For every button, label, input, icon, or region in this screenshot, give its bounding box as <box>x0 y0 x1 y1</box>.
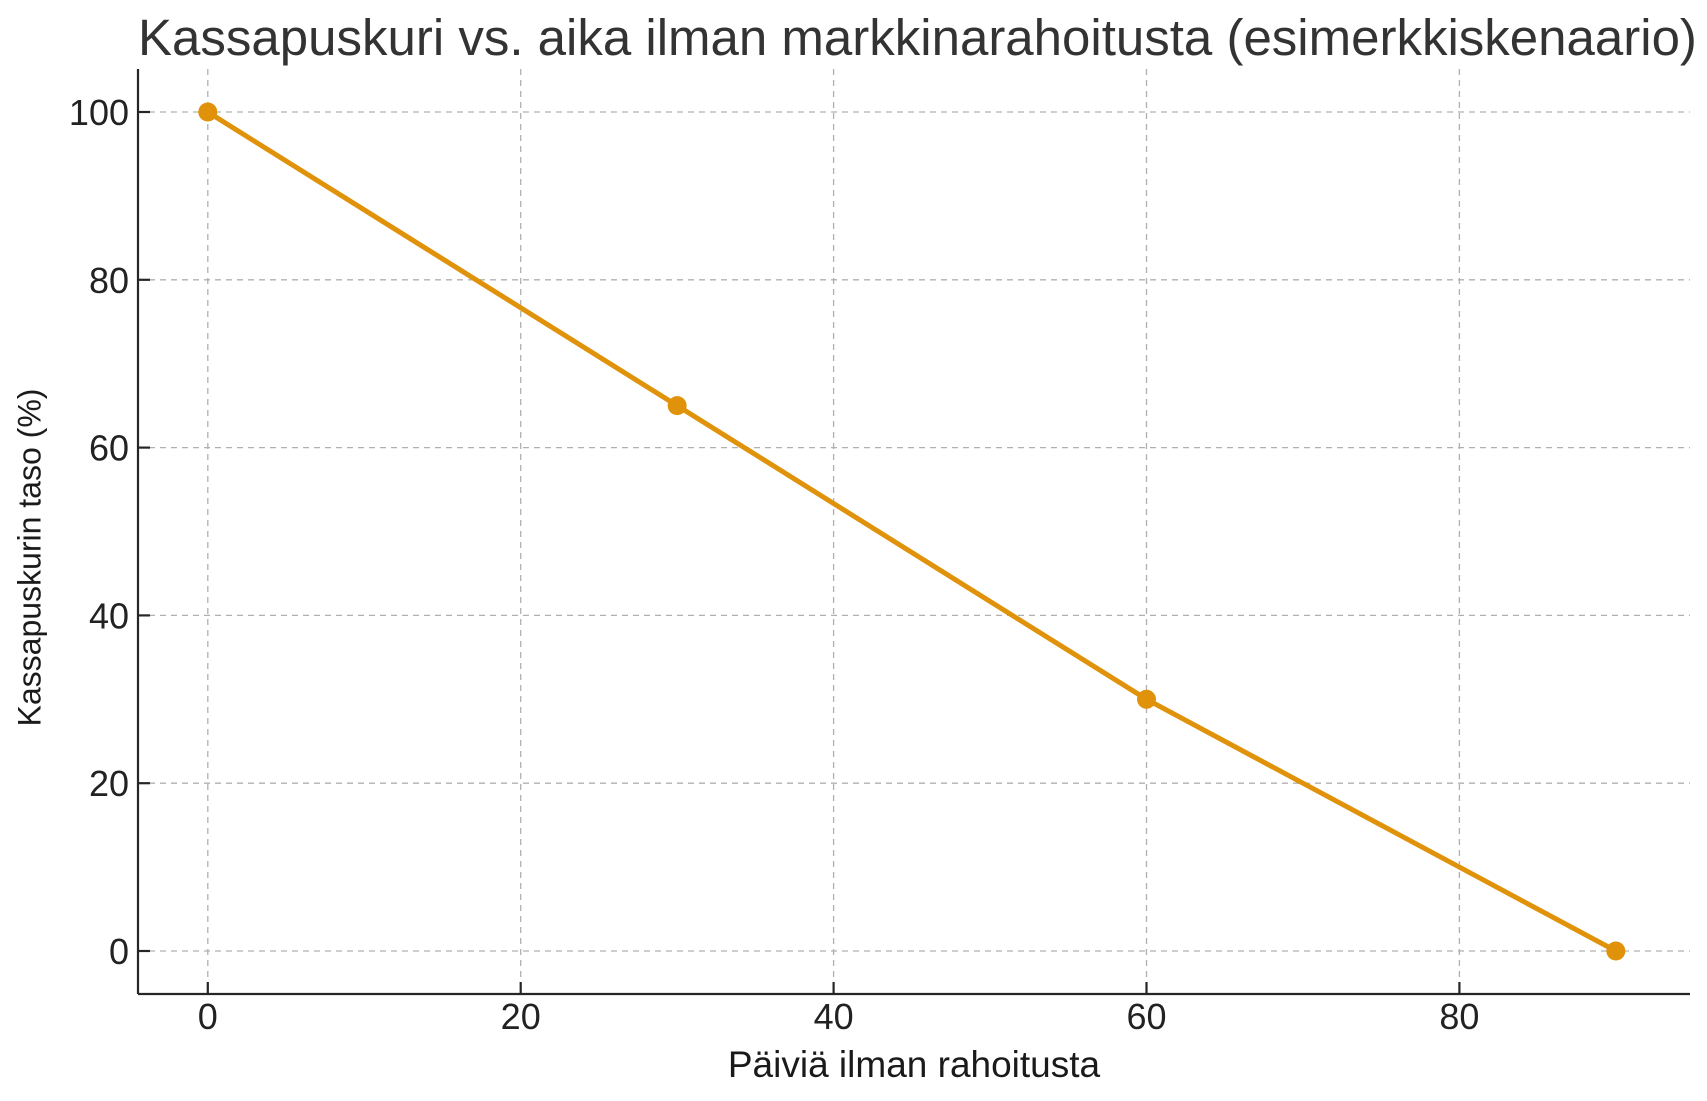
svg-text:20: 20 <box>501 996 541 1037</box>
svg-text:0: 0 <box>109 931 129 972</box>
svg-text:60: 60 <box>89 428 129 469</box>
svg-text:40: 40 <box>89 595 129 636</box>
svg-text:40: 40 <box>814 996 854 1037</box>
svg-text:0: 0 <box>198 996 218 1037</box>
svg-text:80: 80 <box>1439 996 1479 1037</box>
svg-text:80: 80 <box>89 260 129 301</box>
svg-text:20: 20 <box>89 763 129 804</box>
svg-text:100: 100 <box>69 92 129 133</box>
svg-text:60: 60 <box>1126 996 1166 1037</box>
